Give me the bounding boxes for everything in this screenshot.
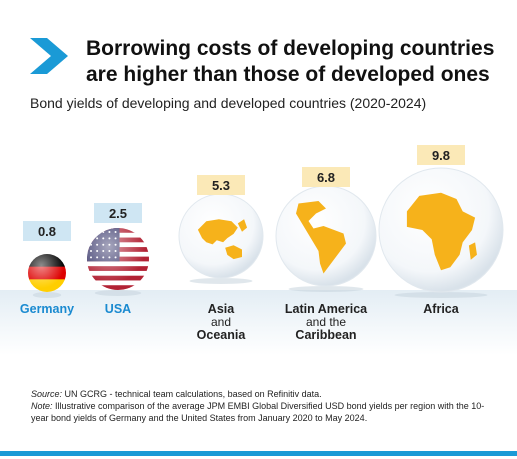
category-label: Oceania bbox=[197, 328, 247, 342]
category-label: USA bbox=[105, 302, 131, 316]
bubble-shadow bbox=[189, 278, 253, 284]
continent-shape bbox=[468, 242, 477, 260]
continent-shape bbox=[237, 219, 248, 232]
value-label: 5.3 bbox=[212, 178, 230, 193]
bottom-accent-bar bbox=[0, 451, 517, 456]
bubble-shadow bbox=[394, 292, 488, 298]
chevron-right-icon bbox=[30, 38, 68, 74]
continent-shape bbox=[406, 192, 476, 271]
chart-ground-band bbox=[0, 290, 517, 355]
value-label-box bbox=[417, 145, 465, 165]
bubble-2: 2.5 USA bbox=[87, 203, 149, 316]
globe-shine bbox=[28, 254, 66, 292]
flag-star bbox=[90, 237, 92, 240]
value-label-box bbox=[197, 175, 245, 195]
note-label: Note: bbox=[31, 401, 53, 411]
chart-title: Borrowing costs of developing countries … bbox=[86, 37, 495, 86]
value-label-box bbox=[23, 221, 71, 241]
globe-shine bbox=[87, 228, 149, 290]
value-label-box bbox=[94, 203, 142, 223]
bubble-1: 0.8 Germany bbox=[20, 221, 74, 316]
continent-shape bbox=[225, 245, 242, 260]
category-label: Latin America bbox=[285, 302, 368, 316]
category-label: and bbox=[211, 315, 231, 329]
continent-shape bbox=[197, 219, 238, 245]
source-label: Source: bbox=[31, 389, 63, 399]
category-label: Caribbean bbox=[295, 328, 356, 342]
bubble-shadow bbox=[32, 292, 62, 298]
value-label: 0.8 bbox=[38, 224, 56, 239]
flag-star bbox=[96, 231, 99, 233]
continent-shape bbox=[296, 201, 346, 274]
category-label: Africa bbox=[423, 302, 459, 316]
value-label-box bbox=[302, 167, 350, 187]
category-label: and the bbox=[306, 315, 346, 329]
chart-subtitle: Bond yields of developing and developed … bbox=[30, 95, 427, 111]
value-label: 2.5 bbox=[109, 206, 127, 221]
category-label: Germany bbox=[20, 302, 74, 316]
value-label: 9.8 bbox=[432, 148, 450, 163]
note-text: Illustrative comparison of the average J… bbox=[31, 401, 485, 423]
bubble-shadow bbox=[94, 290, 142, 296]
source-text: UN GCRG - technical team calculations, b… bbox=[64, 389, 322, 399]
bubble-shadow bbox=[288, 286, 364, 292]
value-label: 6.8 bbox=[317, 170, 335, 185]
bubble-5: 9.8 Africa bbox=[378, 145, 504, 316]
category-label: Asia bbox=[208, 302, 235, 316]
source-note: Source: UN GCRG - technical team calcula… bbox=[31, 388, 501, 424]
flag-star bbox=[90, 231, 92, 233]
